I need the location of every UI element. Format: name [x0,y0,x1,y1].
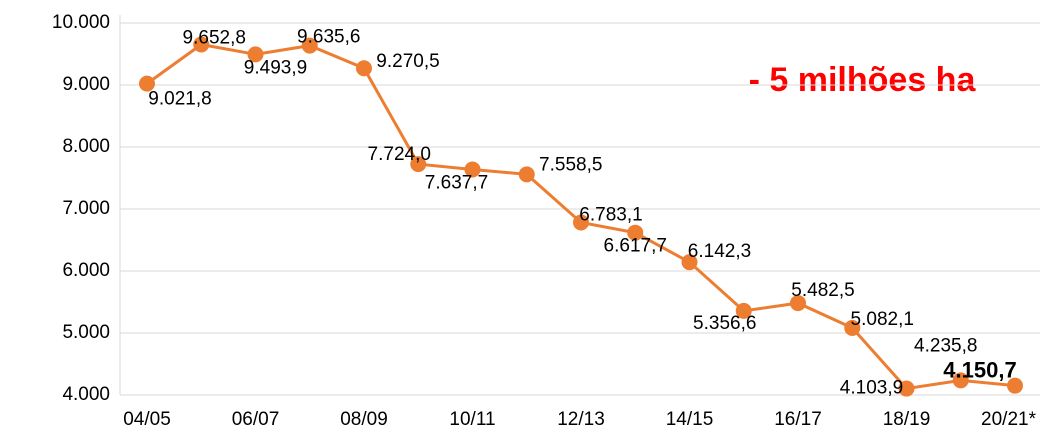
data-label: 9.493,9 [244,57,307,78]
marker [518,166,535,183]
data-label: 9.270,5 [376,51,439,72]
marker [356,60,372,77]
x-tick-label: 20/21* [981,409,1037,430]
data-label: 7.724,0 [368,144,431,165]
marker [573,214,589,231]
x-tick-label: 08/09 [340,409,388,430]
marker [790,295,806,312]
data-label: 9.635,6 [297,27,360,48]
annotation: - 5 milhões ha [749,61,977,99]
x-tick-label: 14/15 [666,409,714,430]
data-label: 6.617,7 [604,236,667,257]
data-label: 6.142,3 [688,241,751,262]
x-tick-label: 10/11 [449,409,495,430]
data-label: 4.103,9 [840,378,903,399]
marker [139,75,155,92]
x-tick-label: 12/13 [557,409,605,430]
data-label: 6.783,1 [579,204,642,225]
data-label: 5.482,5 [791,280,854,301]
x-tick-label: 18/19 [883,409,931,430]
data-label: 9.652,8 [183,28,246,49]
marker [1007,377,1023,394]
data-label: 5.356,6 [693,313,756,334]
data-label: 7.558,5 [539,154,602,175]
marker [898,380,915,397]
marker [735,302,752,319]
marker [844,319,861,336]
y-tick-label: 4.000 [62,384,110,405]
marker [627,224,644,241]
marker [952,372,969,389]
marker [681,254,698,271]
x-tick-label: 16/17 [774,409,822,430]
data-label: 4.150,7 [943,357,1016,382]
data-label: 9.021,8 [148,89,211,110]
data-label: 5.082,1 [851,309,914,330]
y-tick-label: 6.000 [62,260,110,281]
y-tick-label: 10.000 [52,12,110,33]
y-tick-label: 7.000 [62,198,110,219]
marker [410,156,427,173]
x-tick-label: 06/07 [232,409,280,430]
marker [247,46,264,63]
y-tick-label: 9.000 [62,74,110,95]
marker [193,36,210,53]
data-label: 4.235,8 [914,335,977,356]
y-tick-label: 5.000 [62,322,110,343]
y-tick-label: 8.000 [62,136,110,157]
marker [464,161,481,178]
data-label: 7.637,7 [425,172,488,193]
marker [301,37,318,54]
x-tick-label: 04/05 [123,409,171,430]
